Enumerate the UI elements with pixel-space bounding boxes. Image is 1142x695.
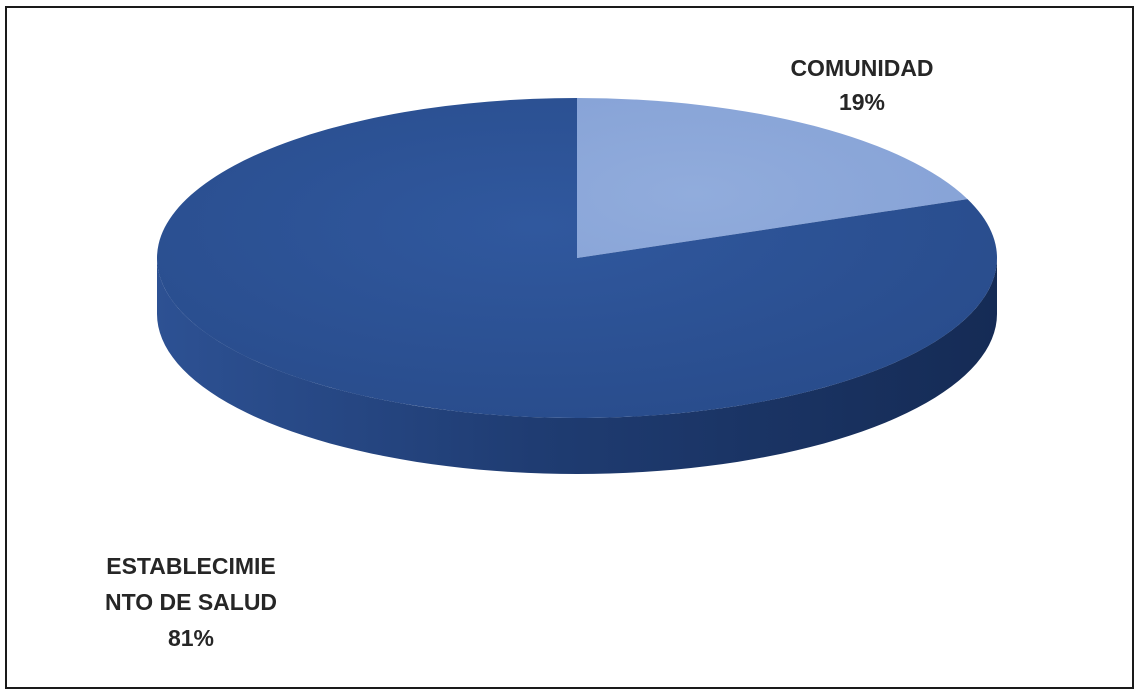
pie-side-wall: [157, 258, 997, 474]
pie-group: [157, 98, 998, 474]
slice-name-label: NTO DE SALUD: [105, 589, 277, 615]
slice-name-label: ESTABLECIMIE: [106, 553, 276, 579]
label-group: COMUNIDAD 19% ESTABLECIMIE NTO DE SALUD 81%: [105, 55, 934, 651]
slice-percent-label: 19%: [839, 89, 885, 115]
pie-slice-establecimiento-de-salud: [157, 98, 998, 418]
slice-name-label: COMUNIDAD: [790, 55, 933, 81]
slice-percent-label: 81%: [168, 625, 214, 651]
pie-slice-comunidad: [577, 98, 968, 258]
